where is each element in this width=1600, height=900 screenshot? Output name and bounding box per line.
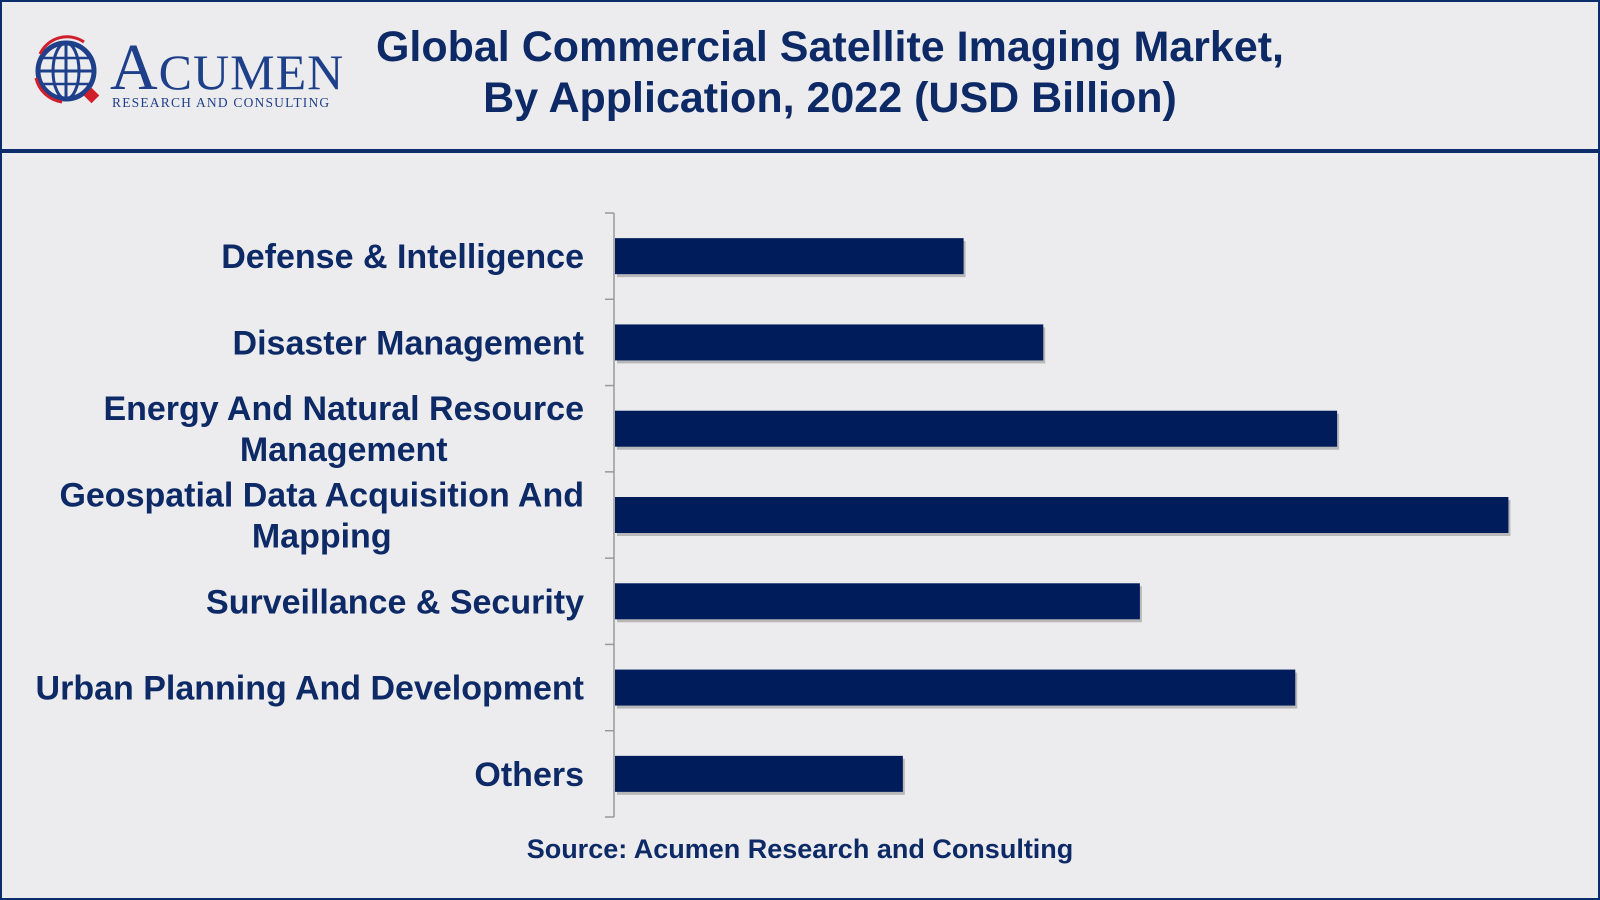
- bar: [615, 583, 1140, 620]
- bar: [615, 410, 1338, 447]
- category-label: Surveillance & Security: [206, 583, 584, 621]
- bar: [615, 238, 964, 275]
- logo-wordmark: ACUMEN: [110, 31, 345, 104]
- chart-title-line-1: Global Commercial Satellite Imaging Mark…: [375, 23, 1285, 71]
- logo-tagline: RESEARCH AND CONSULTING: [112, 95, 331, 110]
- chart-title: Global Commercial Satellite Imaging Mark…: [340, 22, 1320, 124]
- bar: [615, 669, 1296, 706]
- source-note: Source: Acumen Research and Consulting: [526, 834, 1074, 864]
- acumen-logo: ACUMEN RESEARCH AND CONSULTING: [32, 31, 345, 114]
- category-label: Defense & Intelligence: [221, 238, 584, 276]
- category-label: Energy And Natural Resource Management: [103, 390, 584, 469]
- category-label: Others: [474, 756, 584, 794]
- category-label: Disaster Management: [233, 324, 584, 362]
- header: ACUMEN RESEARCH AND CONSULTING Global Co…: [0, 0, 1600, 153]
- bar: [615, 497, 1509, 533]
- chart-title-line-2: By Application, 2022 (USD Billion): [483, 74, 1177, 122]
- category-label: Geospatial Data Acquisition And Mapping: [59, 477, 584, 556]
- bar: [615, 324, 1044, 361]
- globe-icon: [34, 35, 100, 104]
- bar: [615, 755, 903, 792]
- category-label: Urban Planning And Development: [36, 670, 584, 708]
